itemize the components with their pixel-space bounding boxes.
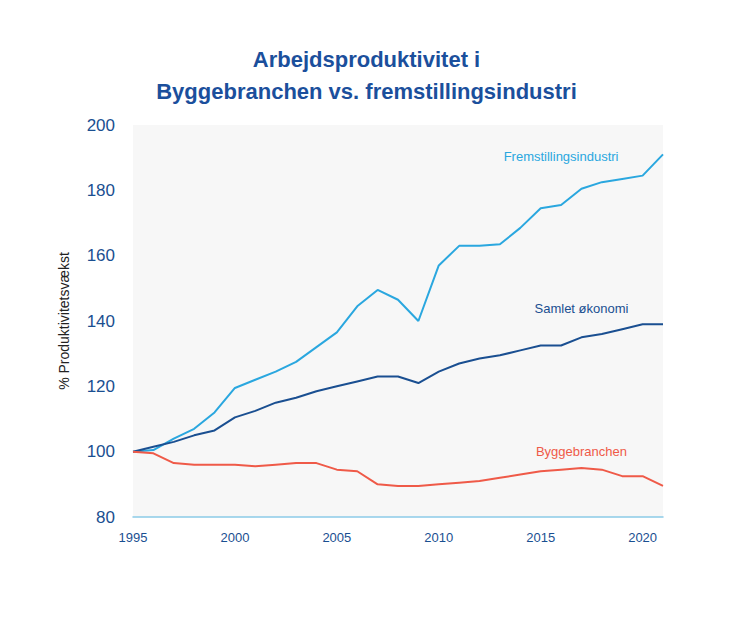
svg-text:140: 140	[87, 312, 115, 331]
svg-text:120: 120	[87, 377, 115, 396]
svg-text:1995: 1995	[119, 530, 148, 545]
svg-text:100: 100	[87, 442, 115, 461]
svg-text:160: 160	[87, 246, 115, 265]
svg-text:180: 180	[87, 181, 115, 200]
svg-text:2010: 2010	[424, 530, 453, 545]
svg-text:2005: 2005	[322, 530, 351, 545]
svg-text:80: 80	[96, 508, 115, 527]
svg-text:Fremstillingsindustri: Fremstillingsindustri	[504, 149, 619, 164]
svg-text:2000: 2000	[220, 530, 249, 545]
svg-text:2015: 2015	[526, 530, 555, 545]
svg-text:Byggebranchen: Byggebranchen	[536, 444, 627, 459]
svg-text:Samlet økonomi: Samlet økonomi	[535, 301, 629, 316]
svg-text:Arbejdsproduktivitet i: Arbejdsproduktivitet i	[253, 47, 480, 72]
svg-text:2020: 2020	[628, 530, 657, 545]
svg-text:Byggebranchen vs. fremstilling: Byggebranchen vs. fremstillingsindustri	[156, 79, 577, 104]
svg-text:200: 200	[87, 116, 115, 135]
svg-text:% Produktivitetsvækst: % Produktivitetsvækst	[56, 252, 72, 390]
